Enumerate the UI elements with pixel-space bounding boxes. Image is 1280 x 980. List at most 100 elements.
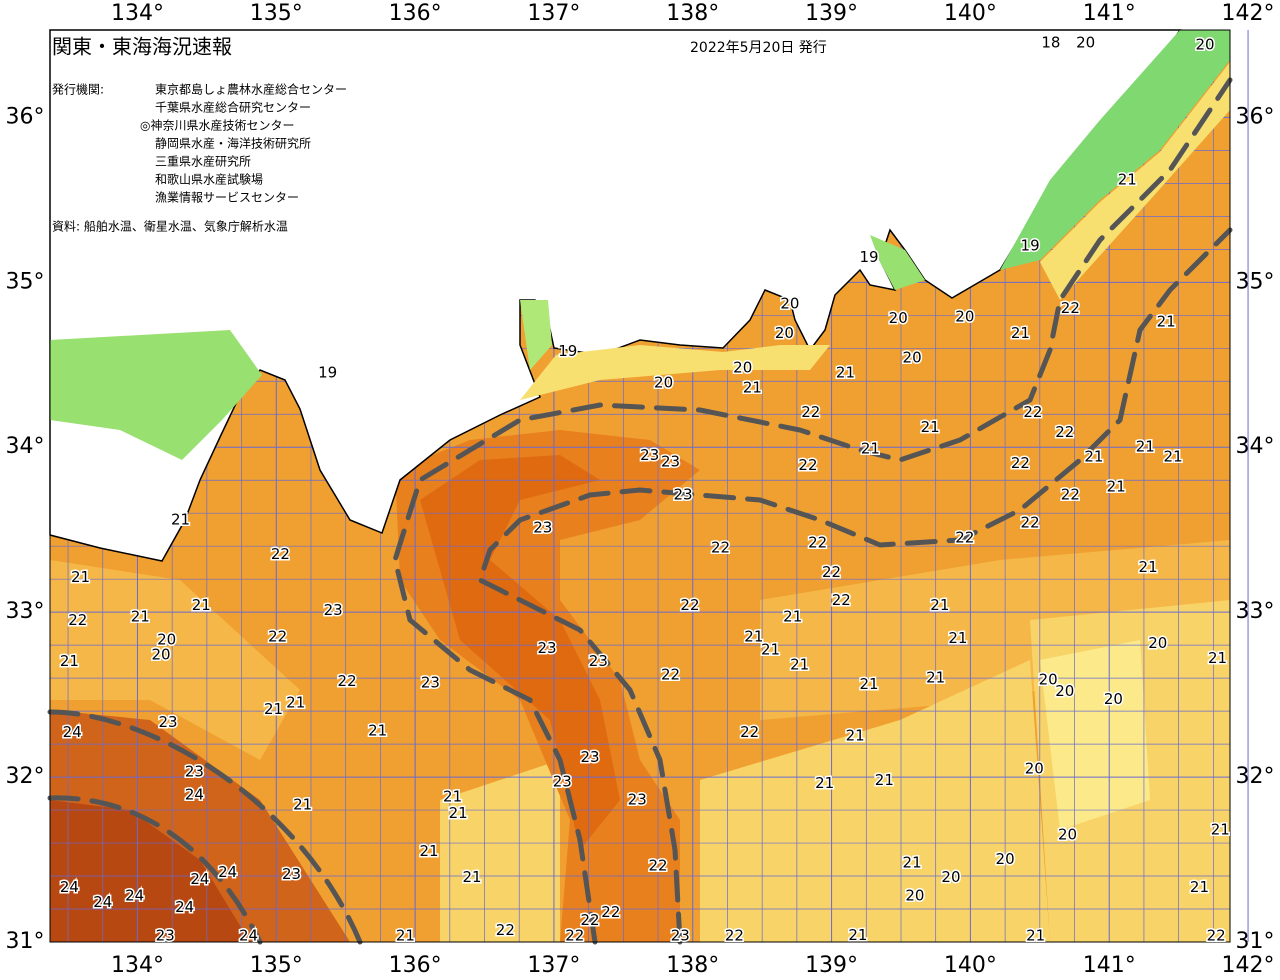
y-tick-label: 31°: [1236, 929, 1275, 954]
isotherm-label: 23: [580, 748, 599, 766]
isotherm-label: 21: [449, 804, 468, 822]
isotherm-label: 20: [889, 309, 908, 327]
isotherm-label: 22: [661, 665, 680, 683]
coastal-band: [1000, 30, 1230, 270]
bay: [870, 235, 925, 290]
isotherm-label: 22: [725, 927, 744, 945]
isotherm-label: 23: [661, 453, 680, 471]
header: 関東・東海海況速報 2022年5月20日 発行 発行機関: 東京都島しょ農林水産…: [51, 31, 827, 269]
isotherm-label: 23: [156, 927, 175, 945]
isotherm-label: 23: [673, 486, 692, 504]
agency: 三重県水産研究所: [155, 154, 251, 169]
isotherm-label: 20: [654, 373, 673, 391]
isotherm-label: 21: [926, 669, 945, 687]
isotherm-label: 21: [861, 439, 880, 457]
isotherm-label: 20: [1104, 690, 1123, 708]
coastal-band: [1040, 62, 1230, 300]
isotherm-label: 20: [1076, 34, 1095, 52]
isotherm-label: 21: [1211, 820, 1230, 838]
isotherm-label: 23: [158, 713, 177, 731]
isotherm-label: 23: [589, 652, 608, 670]
x-tick-label: 134°: [111, 1, 164, 26]
x-tick-label: 140°: [944, 953, 997, 978]
zone-20: [440, 760, 560, 942]
isotherm-label: 21: [396, 927, 415, 945]
isotherm-label: 22: [740, 723, 759, 741]
isotherm-label: 21: [848, 926, 867, 944]
isotherm-label: 24: [93, 893, 112, 911]
y-tick-label: 33°: [1236, 599, 1275, 624]
agency: 和歌山県水産試験場: [155, 172, 263, 187]
y-tick-label: 32°: [1236, 764, 1275, 789]
zone-20: [700, 660, 1050, 942]
isotherm-label: 24: [239, 927, 258, 945]
source: 資料: 船舶水温、衛星水温、気象庁解析水温: [52, 219, 288, 234]
isotherm-label: 24: [218, 863, 237, 881]
y-tick-label: 34°: [6, 434, 45, 459]
isotherm-label: 21: [1157, 312, 1176, 330]
y-tick-label: 36°: [6, 104, 45, 129]
isotherm-label: 21: [743, 378, 762, 396]
isotherm-label: 21: [948, 629, 967, 647]
isotherm-label: 20: [941, 868, 960, 886]
isotherm-label: 22: [338, 672, 357, 690]
isotherm-label: 24: [63, 723, 82, 741]
coastal-band: [520, 345, 830, 400]
isotherm-label: 21: [921, 418, 940, 436]
isotherm-label: 21: [1011, 324, 1030, 342]
isotherm-label: 22: [649, 857, 668, 875]
isotherm-label: 21: [293, 796, 312, 814]
isotherm-label: 24: [185, 786, 204, 804]
x-tick-label: 140°: [944, 1, 997, 26]
isotherm-label: 23: [533, 519, 552, 537]
agency: 東京都島しょ農林水産総合センター: [155, 82, 347, 97]
zone-23-5: [420, 455, 620, 850]
isotherm-label: 21: [264, 700, 283, 718]
isotherm-label: 22: [271, 545, 290, 563]
isotherm-label: 22: [268, 627, 287, 645]
y-tick-label: 35°: [1236, 269, 1275, 294]
isotherm-label: 21: [192, 596, 211, 614]
isotherm-label: 19: [558, 342, 577, 360]
isotherm-label: 21: [846, 726, 865, 744]
isotherm-label: 22: [711, 538, 730, 556]
isotherm-label: 20: [733, 359, 752, 377]
isotherm-label: 23: [185, 763, 204, 781]
isotherm-label: 20: [1148, 634, 1167, 652]
isotherm-label: 21: [1164, 448, 1183, 466]
isotherm-label: 21: [419, 842, 438, 860]
y-tick-label: 33°: [6, 599, 45, 624]
zone-25: [50, 800, 250, 942]
isotherm-label: 18: [1041, 34, 1060, 52]
isotherm-label: 20: [1195, 35, 1214, 53]
isotherm-label: 23: [282, 865, 301, 883]
isotherm-label: 22: [955, 528, 974, 546]
isotherm-label: 20: [780, 294, 799, 312]
header-panel: [51, 31, 391, 269]
isotherm-label: 21: [790, 655, 809, 673]
x-tick-label: 142°: [1222, 953, 1275, 978]
x-tick-label: 141°: [1083, 953, 1136, 978]
isotherm-label: 21: [1190, 878, 1209, 896]
isotherm-label: 21: [761, 641, 780, 659]
isotherm-label: 20: [955, 307, 974, 325]
x-tick-label: 137°: [527, 953, 580, 978]
isotherm-label: 21: [815, 774, 834, 792]
y-tick-label: 36°: [1236, 104, 1275, 129]
isotherm-label: 19: [1021, 237, 1040, 255]
isotherm-label: 22: [1207, 927, 1226, 945]
current-axes: [47, 77, 1233, 945]
isotherm-label: 21: [1084, 448, 1103, 466]
isotherm-label: 22: [1055, 423, 1074, 441]
isotherm-label: 22: [1021, 514, 1040, 532]
isotherm-label: 22: [68, 611, 87, 629]
isotherm-label: 22: [801, 403, 820, 421]
map-frame: [49, 29, 1231, 943]
isotherm-label: 22: [798, 456, 817, 474]
x-tick-label: 139°: [805, 953, 858, 978]
isotherm-label: 23: [628, 791, 647, 809]
agencies-label: 発行機関:: [52, 82, 104, 97]
x-tick-label: 136°: [389, 953, 442, 978]
